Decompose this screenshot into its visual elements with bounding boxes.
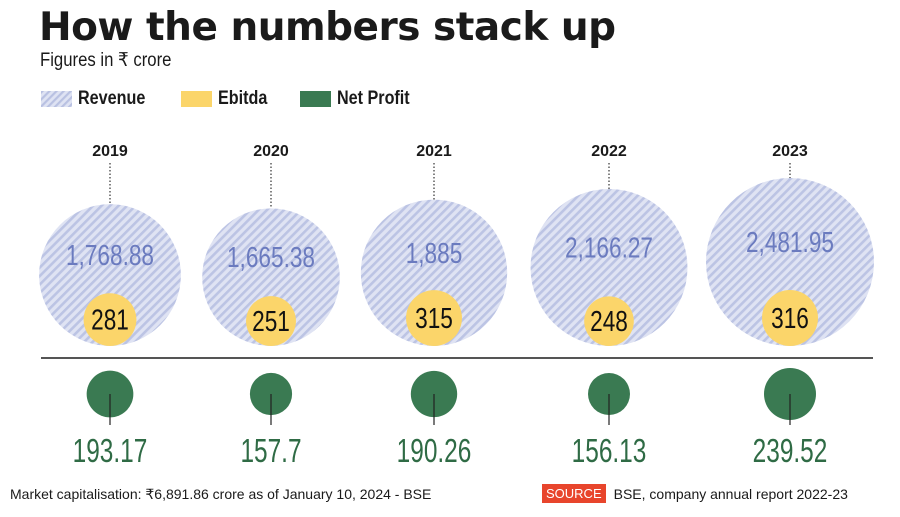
revenue-label: 1,885 [406, 236, 463, 269]
legend-item-ebitda: Ebitda [181, 88, 276, 110]
revenue-bubble [706, 178, 874, 346]
net-profit-label: 156.13 [572, 434, 647, 470]
ebitda-bubble [83, 293, 137, 346]
net-profit-label: 190.26 [397, 434, 472, 470]
source-badge: SOURCE [542, 484, 606, 503]
ebitda-bubble [246, 296, 296, 346]
revenue-bubble [530, 189, 688, 346]
ebitda-label: 251 [252, 304, 290, 337]
ebitda-bubble [406, 290, 462, 346]
legend-item-net-profit: Net Profit [300, 88, 423, 110]
legend-item-revenue: Revenue [41, 88, 157, 110]
legend-label-revenue: Revenue [78, 88, 146, 109]
source-line: SOURCE BSE, company annual report 2022-2… [542, 484, 848, 503]
revenue-bubble [39, 204, 181, 346]
year-label: 2020 [253, 143, 289, 160]
year-label: 2021 [416, 143, 452, 160]
revenue-label: 1,768.88 [66, 238, 154, 271]
net-profit-label: 193.17 [73, 434, 148, 470]
ebitda-label: 281 [91, 303, 129, 336]
year-label: 2022 [591, 143, 627, 160]
ebitda-label: 248 [590, 304, 628, 337]
chart-title: How the numbers stack up [39, 5, 616, 50]
legend-label-net-profit: Net Profit [337, 88, 410, 109]
ebitda-bubble [584, 296, 634, 347]
ebitda-swatch [181, 91, 213, 107]
revenue-bubble [202, 208, 340, 346]
ebitda-label: 315 [415, 301, 453, 334]
revenue-bubble [360, 199, 508, 346]
ebitda-label: 316 [771, 301, 809, 334]
year-label: 2019 [92, 143, 128, 160]
chart-subtitle: Figures in ₹ crore [40, 50, 172, 71]
revenue-label: 1,665.38 [227, 240, 315, 273]
source-text: BSE, company annual report 2022-23 [613, 485, 848, 502]
legend-label-ebitda: Ebitda [218, 88, 268, 109]
net-profit-swatch [300, 91, 332, 107]
net-profit-label: 157.7 [240, 434, 301, 470]
ebitda-bubble [762, 290, 818, 346]
revenue-swatch [41, 91, 72, 107]
revenue-label: 2,166.27 [565, 231, 653, 264]
market-cap-note: Market capitalisation: ₹6,891.86 crore a… [10, 486, 432, 502]
revenue-label: 2,481.95 [746, 225, 834, 258]
net-profit-label: 239.52 [753, 434, 828, 470]
year-label: 2023 [772, 143, 808, 160]
legend: Revenue Ebitda Net Profit [41, 86, 447, 112]
